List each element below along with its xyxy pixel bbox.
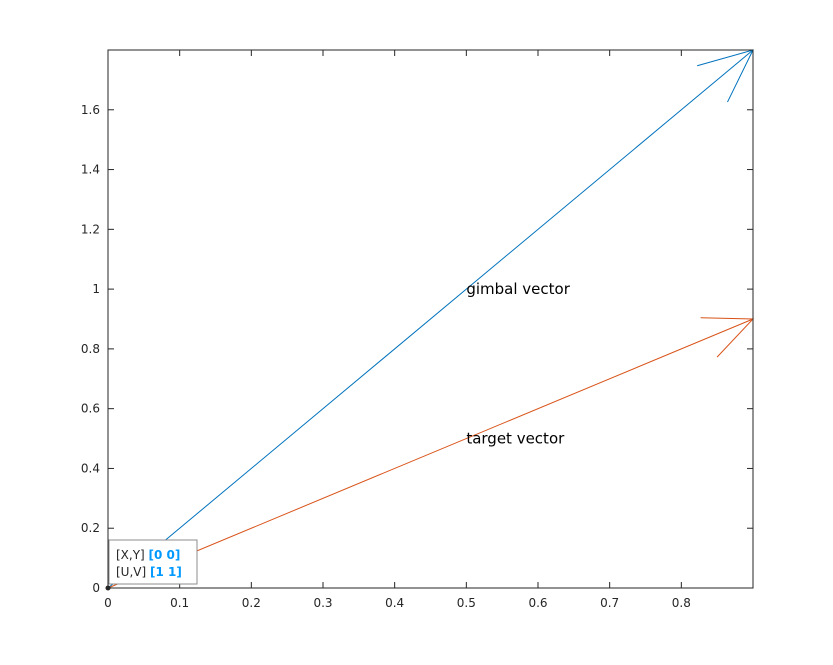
target-vector-label: target vector — [466, 430, 565, 448]
x-tick-label: 0.2 — [242, 596, 261, 610]
datatip-row-uv: [U,V] [1 1] — [116, 565, 182, 579]
gimbal-vector-arrow-shaft — [107, 49, 754, 589]
datatip-uv-label: [U,V] — [116, 565, 150, 579]
y-tick-label: 0.4 — [81, 461, 100, 475]
x-tick-label: 0.7 — [600, 596, 619, 610]
gimbal-vector-label: gimbal vector — [466, 280, 570, 298]
y-tick-label: 0 — [92, 581, 100, 595]
y-axis: 0 0.2 0.4 0.6 0.8 1 1.2 1.4 1.6 — [81, 103, 753, 595]
datatip-xy-label: [X,Y] — [116, 548, 149, 562]
x-tick-label: 0.4 — [385, 596, 404, 610]
annotation-layer: gimbal vector target vector — [466, 280, 570, 447]
y-tick-label: 0.6 — [81, 402, 100, 416]
datatip-row-xy: [X,Y] [0 0] — [116, 548, 180, 562]
datatip-box[interactable] — [108, 539, 198, 585]
y-tick-label: 1.6 — [81, 103, 100, 117]
y-tick-label: 1.4 — [81, 163, 100, 177]
datatip[interactable]: [X,Y] [0 0] [U,V] [1 1] — [105, 539, 198, 591]
y-tick-label: 1 — [92, 282, 100, 296]
x-tick-label: 0 — [104, 596, 112, 610]
x-tick-label: 0.3 — [313, 596, 332, 610]
x-tick-label: 0.1 — [170, 596, 189, 610]
datatip-marker[interactable] — [105, 585, 111, 591]
y-tick-label: 0.2 — [81, 521, 100, 535]
x-tick-label: 0.6 — [528, 596, 547, 610]
x-axis: 0 0.1 0.2 0.3 0.4 0.5 0.6 0.7 0.8 — [104, 50, 691, 610]
target-vector-arrow-shaft — [107, 318, 754, 589]
y-tick-label: 0.8 — [81, 342, 100, 356]
y-tick-label: 1.2 — [81, 222, 100, 236]
x-tick-label: 0.8 — [672, 596, 691, 610]
x-tick-label: 0.5 — [457, 596, 476, 610]
datatip-uv-value: [1 1] — [150, 565, 182, 579]
datatip-xy-value: [0 0] — [149, 548, 181, 562]
axes-box — [107, 49, 754, 589]
